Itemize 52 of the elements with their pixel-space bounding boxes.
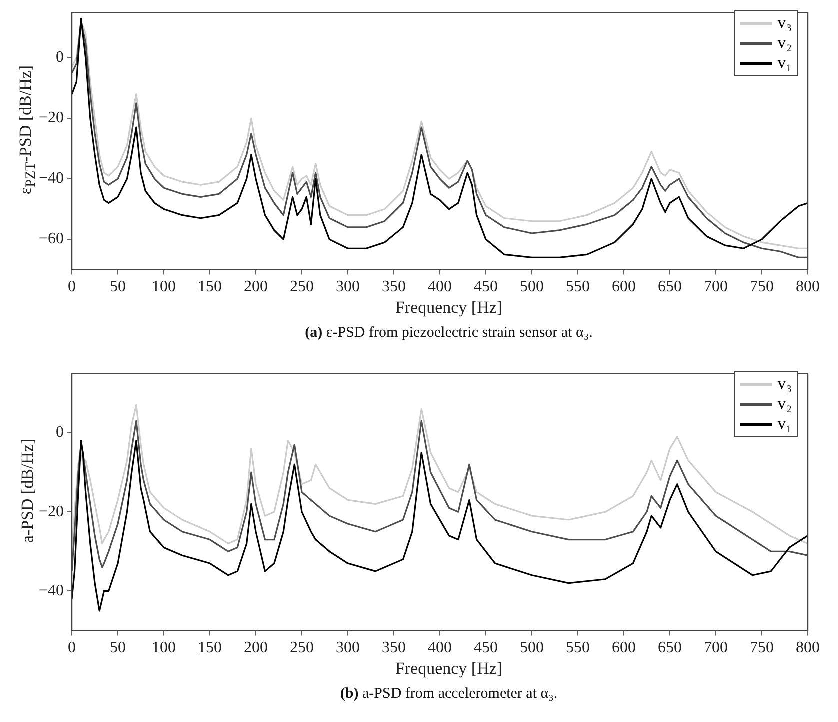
x-axis-title: Frequency [Hz] <box>394 659 504 679</box>
y-axis-title: a-PSD [dB/Hz] <box>18 438 38 544</box>
x-tick-label: 500 <box>520 278 544 296</box>
x-tick-label: 350 <box>382 640 406 657</box>
x-tick-label: 150 <box>198 278 222 296</box>
legend-label: v₂ <box>778 33 792 53</box>
x-tick-label: 800 <box>796 640 820 657</box>
y-tick-label: −40 <box>38 582 64 600</box>
text: (b) a-PSD from accelerometer at α₃. <box>340 686 558 702</box>
x-tick-label: 450 <box>474 640 498 657</box>
x-tick-label: 400 <box>428 278 452 296</box>
x-tick-label: 350 <box>382 278 406 296</box>
x-tick-label: 800 <box>796 278 820 296</box>
x-tick-label: 50 <box>110 640 126 657</box>
x-tick-label: 500 <box>520 640 544 657</box>
legend-label: v₁ <box>778 53 792 73</box>
text: (a) ε-PSD from piezoelectric strain sensor at α₃. <box>305 325 593 341</box>
x-tick-label: 700 <box>704 278 728 296</box>
y-tick-label: 0 <box>56 49 64 66</box>
x-tick-label: 50 <box>110 278 126 296</box>
x-tick-label: 650 <box>658 640 682 657</box>
x-tick-label: 250 <box>290 278 314 296</box>
x-tick-label: 250 <box>290 640 314 657</box>
x-tick-label: 200 <box>244 640 268 657</box>
legend-label: v₂ <box>778 394 792 414</box>
x-tick-label: 0 <box>68 640 76 657</box>
x-tick-label: 100 <box>152 278 176 296</box>
y-tick-label: −20 <box>38 110 64 127</box>
x-tick-label: 650 <box>658 278 682 296</box>
x-tick-label: 300 <box>336 640 360 657</box>
y-tick-label: −60 <box>38 230 64 248</box>
x-tick-label: 750 <box>750 640 774 657</box>
x-tick-label: 750 <box>750 278 774 296</box>
x-tick-label: 600 <box>612 640 636 657</box>
legend-label: v₁ <box>778 414 792 434</box>
x-tick-label: 300 <box>336 278 360 296</box>
y-tick-label: 0 <box>56 424 64 442</box>
x-tick-label: 150 <box>198 640 222 657</box>
x-tick-label: 200 <box>244 278 268 296</box>
y-tick-label: −20 <box>38 503 64 520</box>
x-tick-label: 600 <box>612 278 636 296</box>
x-tick-label: 450 <box>474 278 498 296</box>
x-tick-label: 700 <box>704 640 728 657</box>
legend-label: v₃ <box>778 374 792 394</box>
x-tick-label: 100 <box>152 640 176 657</box>
y-tick-label: −40 <box>38 170 64 188</box>
x-tick-label: 550 <box>566 640 590 657</box>
x-tick-label: 550 <box>566 278 590 296</box>
x-tick-label: 0 <box>68 278 76 296</box>
x-axis-title: Frequency [Hz] <box>394 298 504 318</box>
x-tick-label: 400 <box>428 640 452 657</box>
legend-label: v₃ <box>778 13 792 33</box>
